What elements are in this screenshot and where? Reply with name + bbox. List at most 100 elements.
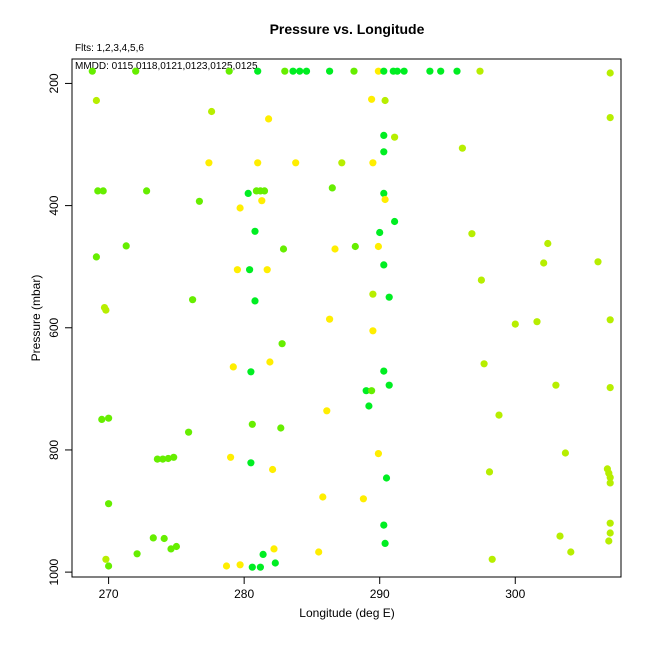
data-point — [122, 242, 130, 250]
data-point — [195, 197, 203, 205]
data-point — [244, 189, 252, 197]
data-point — [326, 315, 334, 323]
data-point — [248, 563, 256, 571]
data-point — [477, 276, 485, 284]
data-point — [369, 290, 377, 298]
data-point — [369, 327, 377, 335]
data-point — [468, 230, 476, 238]
data-point — [167, 545, 175, 553]
data-point — [170, 453, 178, 461]
data-point — [229, 363, 237, 371]
data-point — [278, 340, 286, 348]
data-point — [606, 114, 614, 122]
x-tick-label: 270 — [99, 587, 119, 601]
data-point — [94, 187, 102, 195]
data-point — [368, 387, 376, 395]
data-point — [544, 239, 552, 248]
data-point — [281, 67, 289, 75]
flights-note: Flts: 1,2,3,4,5,6 — [75, 43, 144, 54]
x-tick-label: 300 — [505, 587, 525, 601]
data-point — [380, 367, 388, 375]
data-point — [247, 459, 255, 467]
data-point — [382, 474, 391, 482]
data-point — [248, 420, 256, 428]
data-point — [606, 529, 614, 537]
data-point — [400, 67, 408, 75]
data-point — [143, 187, 151, 195]
data-point — [380, 131, 388, 139]
data-point — [172, 542, 180, 551]
data-point — [323, 407, 331, 415]
data-point — [270, 545, 278, 553]
data-point — [385, 293, 393, 301]
data-point — [247, 368, 255, 376]
data-point — [258, 197, 266, 205]
data-point — [437, 67, 445, 75]
data-point — [365, 402, 373, 410]
data-point — [380, 67, 388, 75]
data-point — [391, 133, 399, 141]
chart-title: Pressure vs. Longitude — [270, 21, 425, 37]
data-point — [338, 159, 346, 167]
data-point — [606, 384, 614, 392]
y-axis: 200 400 600 800 1000 — [47, 73, 72, 585]
data-point — [259, 550, 267, 559]
data-point — [362, 387, 370, 395]
x-tick-label: 280 — [234, 587, 254, 601]
data-point — [277, 424, 285, 432]
data-point — [164, 454, 172, 463]
data-point — [374, 67, 382, 75]
data-point — [205, 159, 213, 167]
data-point — [594, 258, 602, 266]
data-point — [105, 500, 113, 508]
plot-frame — [71, 58, 622, 578]
dates-note: MMDD: 0115,0118,0121,0123,0125,0125 — [75, 61, 258, 72]
y-tick-label: 200 — [47, 73, 61, 93]
data-point — [606, 316, 614, 324]
data-point — [380, 521, 388, 529]
data-point — [159, 455, 167, 463]
data-point — [381, 195, 389, 204]
data-point — [222, 562, 231, 570]
y-tick-label: 400 — [47, 195, 61, 215]
data-point — [251, 297, 259, 305]
data-point — [149, 534, 157, 542]
data-point — [315, 548, 323, 556]
data-point — [133, 550, 141, 558]
data-point — [102, 306, 110, 314]
data-point — [485, 468, 494, 476]
data-point — [495, 411, 503, 419]
data-point — [132, 67, 140, 75]
data-point — [606, 519, 614, 527]
data-point — [533, 318, 541, 326]
data-point — [350, 67, 358, 75]
data-point — [289, 67, 297, 75]
data-point — [185, 428, 193, 436]
data-point — [88, 67, 96, 75]
data-point — [236, 204, 244, 212]
data-point — [92, 253, 100, 261]
y-tick-label: 800 — [47, 440, 61, 460]
data-point — [480, 360, 488, 368]
data-point — [99, 187, 107, 195]
data-point — [233, 266, 241, 274]
data-point — [246, 266, 254, 274]
data-points — [88, 67, 614, 571]
data-point — [160, 534, 168, 543]
data-point — [369, 159, 377, 167]
data-point — [265, 115, 273, 123]
data-point — [606, 473, 614, 481]
data-point — [351, 242, 359, 251]
data-point — [393, 67, 401, 75]
data-point — [98, 415, 106, 423]
data-point — [561, 449, 570, 457]
data-point — [92, 96, 100, 105]
data-point — [359, 495, 367, 503]
data-point — [153, 455, 161, 463]
data-point — [380, 261, 388, 269]
data-point — [251, 227, 259, 235]
data-point — [605, 537, 613, 545]
data-point — [376, 228, 384, 237]
data-point — [385, 381, 393, 389]
